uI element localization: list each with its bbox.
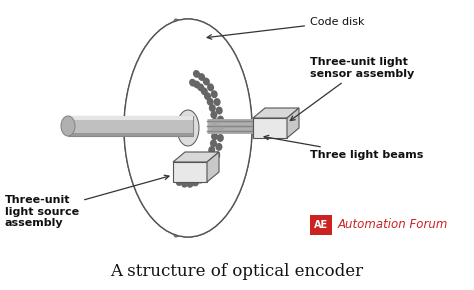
Ellipse shape bbox=[202, 171, 209, 179]
Ellipse shape bbox=[183, 170, 191, 178]
Ellipse shape bbox=[211, 118, 218, 126]
Ellipse shape bbox=[165, 19, 187, 237]
Ellipse shape bbox=[176, 178, 183, 186]
Ellipse shape bbox=[193, 81, 201, 88]
Polygon shape bbox=[173, 152, 219, 162]
Text: A structure of optical encoder: A structure of optical encoder bbox=[110, 264, 364, 280]
Ellipse shape bbox=[203, 78, 210, 86]
Ellipse shape bbox=[124, 19, 252, 237]
Ellipse shape bbox=[197, 84, 204, 91]
Polygon shape bbox=[207, 152, 219, 182]
Ellipse shape bbox=[197, 176, 204, 184]
Ellipse shape bbox=[188, 170, 195, 177]
Ellipse shape bbox=[210, 139, 217, 147]
Ellipse shape bbox=[201, 87, 208, 95]
Polygon shape bbox=[68, 116, 193, 136]
Polygon shape bbox=[68, 116, 193, 120]
Ellipse shape bbox=[61, 116, 75, 136]
Ellipse shape bbox=[187, 180, 194, 188]
Ellipse shape bbox=[189, 79, 196, 87]
Ellipse shape bbox=[216, 143, 222, 151]
Text: Automation Forum: Automation Forum bbox=[338, 218, 448, 231]
Polygon shape bbox=[68, 133, 193, 136]
Ellipse shape bbox=[196, 166, 203, 173]
FancyBboxPatch shape bbox=[310, 215, 332, 235]
Ellipse shape bbox=[209, 104, 216, 112]
Ellipse shape bbox=[217, 134, 224, 142]
Ellipse shape bbox=[213, 151, 220, 159]
Text: Three-unit light
sensor assembly: Three-unit light sensor assembly bbox=[291, 57, 414, 121]
Text: Three light beams: Three light beams bbox=[264, 135, 423, 160]
Ellipse shape bbox=[181, 180, 189, 188]
Ellipse shape bbox=[192, 168, 199, 176]
Ellipse shape bbox=[214, 98, 220, 106]
Polygon shape bbox=[253, 108, 299, 118]
Polygon shape bbox=[173, 162, 207, 182]
Ellipse shape bbox=[217, 115, 224, 124]
Ellipse shape bbox=[211, 125, 219, 133]
Ellipse shape bbox=[124, 19, 252, 237]
Ellipse shape bbox=[207, 98, 214, 106]
Ellipse shape bbox=[193, 70, 200, 78]
Ellipse shape bbox=[192, 179, 199, 186]
Ellipse shape bbox=[216, 106, 223, 115]
Text: AE: AE bbox=[314, 220, 328, 230]
Ellipse shape bbox=[208, 146, 215, 154]
Ellipse shape bbox=[204, 92, 211, 100]
Polygon shape bbox=[253, 118, 287, 138]
Ellipse shape bbox=[175, 167, 182, 175]
Ellipse shape bbox=[198, 73, 205, 81]
Ellipse shape bbox=[210, 111, 218, 119]
Ellipse shape bbox=[211, 132, 218, 140]
Ellipse shape bbox=[207, 83, 214, 91]
Ellipse shape bbox=[206, 166, 213, 174]
Ellipse shape bbox=[218, 125, 224, 133]
Polygon shape bbox=[287, 108, 299, 138]
Ellipse shape bbox=[206, 152, 213, 160]
Ellipse shape bbox=[179, 169, 186, 177]
Ellipse shape bbox=[210, 159, 217, 167]
Ellipse shape bbox=[203, 157, 210, 165]
Ellipse shape bbox=[177, 110, 199, 146]
Ellipse shape bbox=[211, 90, 218, 98]
Text: Three-unit
light source
assembly: Three-unit light source assembly bbox=[5, 175, 169, 228]
Text: Code disk: Code disk bbox=[207, 17, 365, 39]
Ellipse shape bbox=[200, 162, 207, 170]
